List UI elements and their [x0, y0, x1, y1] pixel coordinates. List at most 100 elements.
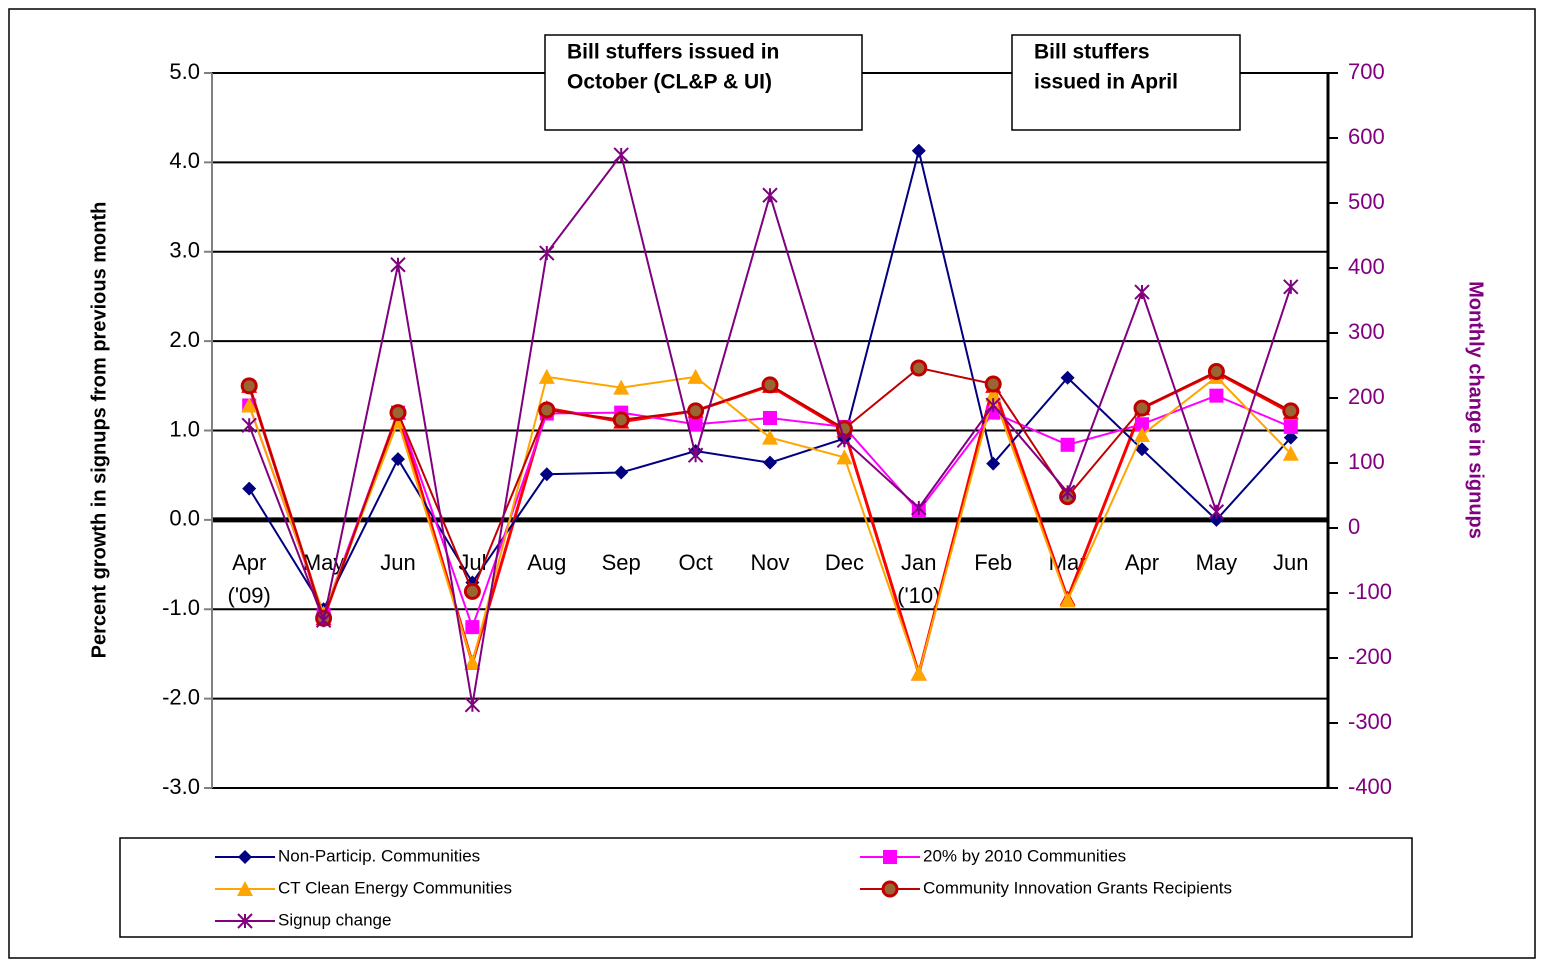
y-tick-label: 1.0 [169, 416, 200, 441]
point [985, 386, 1002, 402]
y2-tick-label: 200 [1348, 384, 1385, 409]
point [762, 429, 778, 445]
point [390, 257, 406, 273]
point [1060, 437, 1075, 452]
point [836, 449, 853, 465]
point [1282, 445, 1299, 461]
point [539, 245, 555, 261]
point [910, 665, 927, 681]
point [986, 456, 1001, 471]
point [241, 397, 258, 413]
point [463, 582, 481, 600]
point [464, 654, 481, 670]
legend-label: 20% by 2010 Communities [923, 846, 1126, 865]
legend-marker [237, 881, 253, 896]
x-tick-label: Dec [825, 550, 864, 575]
x-tick-label: Jul [458, 550, 486, 575]
point [538, 401, 556, 419]
point [241, 417, 257, 434]
point [465, 620, 480, 635]
y-tick-label: 5.0 [169, 59, 200, 84]
y2-tick-label: -300 [1348, 709, 1392, 734]
x-tick-label: Nov [750, 550, 789, 575]
chart-frame [8, 8, 1536, 959]
point [1283, 279, 1299, 295]
x-tick-label: Jan ('10) [897, 550, 940, 608]
point [242, 481, 257, 496]
point [539, 467, 554, 482]
y2-tick-label: -400 [1348, 774, 1392, 799]
legend-label: Community Innovation Grants Recipients [923, 878, 1232, 897]
y-axis-label: Percent growth in signups from previous … [88, 202, 110, 659]
point [762, 187, 778, 203]
point [1059, 592, 1076, 608]
legend-label: Non-Particip. Communities [278, 846, 480, 865]
point [1134, 426, 1150, 442]
point [464, 697, 481, 713]
y2-tick-label: -200 [1348, 644, 1392, 669]
annotation-text: Bill stuffers issued in [567, 41, 779, 64]
point [1283, 419, 1298, 434]
point [315, 612, 332, 629]
point [1207, 363, 1225, 381]
legend-marker [883, 850, 897, 864]
point [1060, 370, 1075, 385]
point [612, 411, 630, 429]
legend-box [119, 837, 1413, 938]
x-tick-label: Sep [602, 550, 641, 575]
annotation-text: issued in April [1034, 71, 1178, 94]
x-tick-label: May [1196, 550, 1238, 575]
x-tick-label: Oct [678, 550, 712, 575]
point [1135, 442, 1149, 457]
legend-marker [237, 913, 253, 929]
y-tick-label: 4.0 [169, 148, 200, 173]
y2-axis-label: Monthly change in signups [1465, 281, 1487, 539]
point [687, 402, 705, 420]
x-tick-label: Jun [1273, 550, 1308, 575]
y-tick-label: 0.0 [169, 506, 200, 531]
point [1133, 399, 1151, 417]
y2-tick-label: 700 [1348, 59, 1385, 84]
point [1282, 402, 1300, 420]
point [389, 404, 407, 422]
point [240, 377, 258, 395]
point [911, 500, 927, 516]
y-tick-label: 3.0 [169, 238, 200, 263]
point [1059, 484, 1076, 500]
point [391, 452, 405, 467]
legend-marker [881, 880, 899, 898]
point [1209, 388, 1224, 403]
legend-label: Signup change [278, 910, 391, 929]
y2-tick-label: 400 [1348, 254, 1385, 279]
point [687, 368, 704, 384]
annotation-text: Bill stuffers [1034, 41, 1150, 64]
y2-tick-label: 0 [1348, 514, 1360, 539]
point [614, 465, 629, 480]
annotation-text: October (CL&P & UI) [567, 71, 772, 94]
x-tick-label: Apr ('09) [228, 550, 271, 608]
y2-tick-label: 100 [1348, 449, 1385, 474]
x-tick-label: Jun [380, 550, 415, 575]
point [985, 397, 1001, 413]
annotation-box [1011, 34, 1241, 131]
y-tick-label: 2.0 [169, 327, 200, 352]
point [613, 379, 630, 395]
y2-tick-label: 600 [1348, 124, 1385, 149]
point [1135, 417, 1149, 432]
point [761, 376, 779, 394]
point [984, 375, 1002, 393]
point [836, 432, 853, 448]
y2-tick-label: 300 [1348, 319, 1385, 344]
point [1134, 284, 1150, 300]
y-tick-label: -3.0 [162, 774, 200, 799]
y2-tick-label: 500 [1348, 189, 1385, 214]
point [763, 410, 777, 425]
point [911, 143, 926, 158]
point [687, 447, 704, 463]
point [1208, 504, 1225, 520]
y2-tick-label: -100 [1348, 579, 1392, 604]
y-tick-label: -1.0 [162, 595, 200, 620]
annotation-box [544, 34, 863, 131]
y-tick-label: -2.0 [162, 684, 200, 709]
